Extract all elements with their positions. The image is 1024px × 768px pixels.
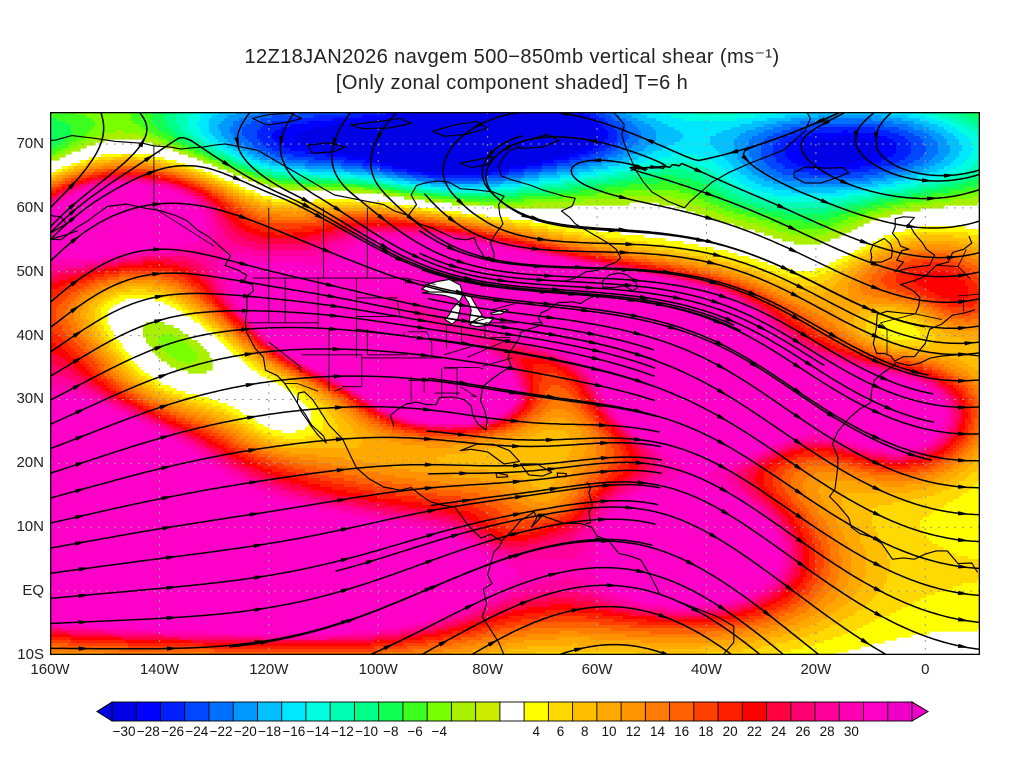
colorbar-cell — [597, 702, 622, 721]
colorbar-cell — [160, 702, 185, 721]
lon-tick-label-20w: 20W — [781, 661, 851, 678]
colorbar-cell — [257, 702, 282, 721]
colorbar-cell — [524, 702, 549, 721]
colorbar-cell — [815, 702, 840, 721]
colorbar-cell — [379, 702, 404, 721]
colorbar-cell — [767, 702, 792, 721]
colorbar-cell — [839, 702, 864, 721]
colorbar-cell — [427, 702, 452, 721]
colorbar-cell — [209, 702, 234, 721]
colorbar-cell — [451, 702, 476, 721]
colorbar-cell — [694, 702, 719, 721]
lon-tick-label-160w: 160W — [15, 661, 85, 678]
lon-tick-label-140w: 140W — [124, 661, 194, 678]
colorbar-cell — [718, 702, 743, 721]
figure-root: 12Z18JAN2026 navgem 500−850mb vertical s… — [0, 0, 1024, 768]
lat-tick-label-50n: 50N — [0, 263, 44, 280]
lat-tick-label-70n: 70N — [0, 135, 44, 152]
lon-tick-label-120w: 120W — [234, 661, 304, 678]
lat-tick-label-40n: 40N — [0, 327, 44, 344]
colorbar-cell — [670, 702, 695, 721]
colorbar: −30 −28 −26 −24 −22 −20 −18 −16 −14 −12 −10 −8 −6 −4 4… — [0, 698, 1024, 758]
colorbar-cell — [791, 702, 816, 721]
title-line-2: [Only zonal component shaded] T=6 h — [0, 70, 1024, 96]
colorbar-cell — [306, 702, 331, 721]
shear-map — [50, 112, 980, 655]
lon-tick-label-40w: 40W — [671, 661, 741, 678]
colorbar-cell — [330, 702, 355, 721]
chart-title: 12Z18JAN2026 navgem 500−850mb vertical s… — [0, 44, 1024, 96]
colorbar-cell — [185, 702, 210, 721]
colorbar-cell — [476, 702, 501, 721]
colorbar-cell — [742, 702, 767, 721]
colorbar-arrow-right — [912, 702, 928, 721]
colorbar-cell — [354, 702, 379, 721]
map-plot-area — [50, 112, 980, 655]
colorbar-cell — [888, 702, 913, 721]
title-line-1: 12Z18JAN2026 navgem 500−850mb vertical s… — [0, 44, 1024, 70]
lat-tick-label-eq: EQ — [0, 582, 44, 599]
lat-tick-label-10n: 10N — [0, 518, 44, 535]
colorbar-cell — [548, 702, 573, 721]
colorbar-cell — [621, 702, 646, 721]
colorbar-cell — [864, 702, 889, 721]
colorbar-cell — [645, 702, 670, 721]
colorbar-cell — [112, 702, 137, 721]
colorbar-cell — [573, 702, 598, 721]
colorbar-cell — [500, 702, 525, 721]
lat-tick-label-60n: 60N — [0, 199, 44, 216]
colorbar-cell — [282, 702, 307, 721]
lon-tick-label-80w: 80W — [453, 661, 523, 678]
colorbar-cell — [136, 702, 161, 721]
lat-tick-label-30n: 30N — [0, 390, 44, 407]
colorbar-tick--4: −4 — [419, 724, 459, 739]
colorbar-cell — [403, 702, 428, 721]
lon-tick-label-100w: 100W — [343, 661, 413, 678]
lon-tick-label-0: 0 — [890, 661, 960, 678]
colorbar-tick-30: 30 — [831, 724, 871, 739]
colorbar-cell — [233, 702, 258, 721]
lat-tick-label-20n: 20N — [0, 454, 44, 471]
lon-tick-label-60w: 60W — [562, 661, 632, 678]
colorbar-arrow-left — [97, 702, 112, 721]
